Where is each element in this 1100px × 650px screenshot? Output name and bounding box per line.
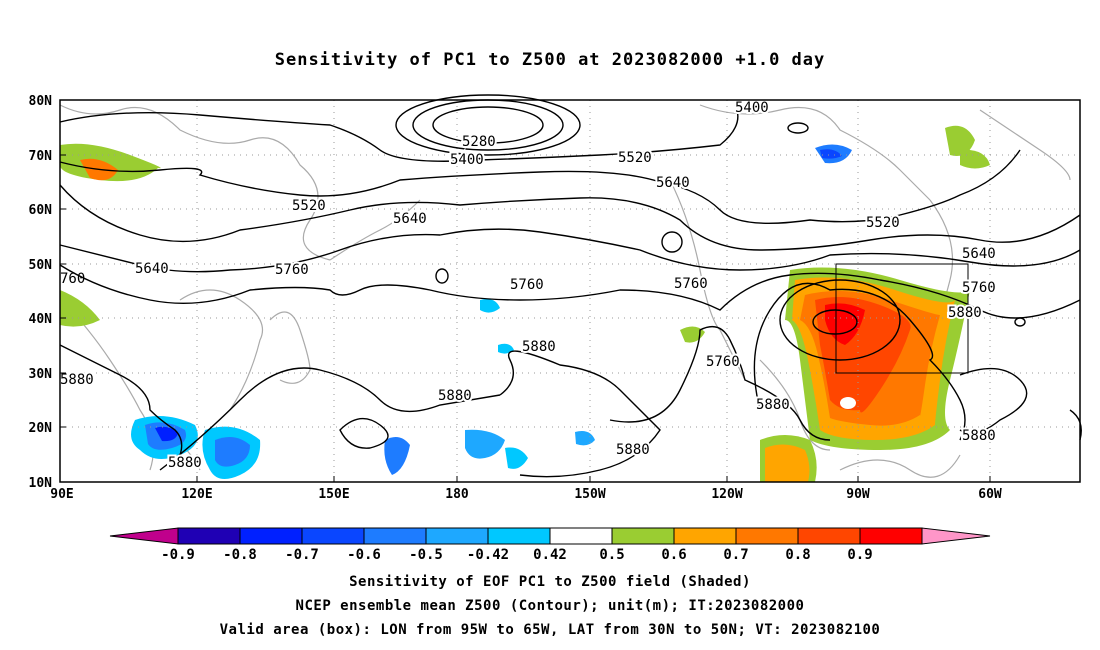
longitude-labels: 90E 120E 150E 180 150W 120W 90W 60W <box>50 487 1002 502</box>
colorbar-cell <box>239 527 303 545</box>
lat-label-60n: 60N <box>29 203 53 218</box>
contour-label: 5760 <box>962 280 996 296</box>
lat-label-80n: 80N <box>29 94 53 109</box>
contour-label: 5760 <box>674 276 708 292</box>
colorbar-label: 0.6 <box>661 547 686 563</box>
colorbar-label: 0.9 <box>847 547 872 563</box>
contour-label: 760 <box>60 271 85 287</box>
contour-label: 5520 <box>618 150 652 166</box>
colorbar-label: -0.42 <box>467 547 509 563</box>
colorbar-cell <box>611 527 675 545</box>
lon-label-120e: 120E <box>181 487 212 502</box>
colorbar-cell <box>487 527 551 545</box>
contour-label: 5520 <box>866 215 900 231</box>
tick-marks <box>60 99 991 482</box>
contour-label: 5400 <box>450 152 484 168</box>
colorbar-label: -0.6 <box>347 547 381 563</box>
contour-label: 5880 <box>60 372 94 388</box>
contour-label: 5760 <box>510 277 544 293</box>
lon-label-120w: 120W <box>711 487 742 502</box>
colorbar-label: 0.42 <box>533 547 567 563</box>
caption-shaded: Sensitivity of EOF PC1 to Z500 field (Sh… <box>349 574 751 590</box>
contour-label: 5880 <box>522 339 556 355</box>
map-title: Sensitivity of PC1 to Z500 at 2023082000… <box>274 50 826 70</box>
lat-label-10n: 10N <box>29 476 53 491</box>
lon-label-90w: 90W <box>846 487 870 502</box>
colorbar-arrow-high <box>921 527 991 545</box>
contour-label: 5880 <box>756 397 790 413</box>
contour-label: 5760 <box>706 354 740 370</box>
colorbar-cell <box>177 527 241 545</box>
lon-label-150e: 150E <box>318 487 349 502</box>
lat-label-70n: 70N <box>29 149 53 164</box>
contour-label: 5880 <box>168 455 202 471</box>
sensitivity-shading <box>60 125 990 482</box>
lon-label-90e: 90E <box>50 487 73 502</box>
colorbar-label: -0.5 <box>409 547 443 563</box>
colorbar-label: -0.7 <box>285 547 319 563</box>
caption-contour: NCEP ensemble mean Z500 (Contour); unit(… <box>295 598 805 614</box>
contour-label: 5400 <box>735 100 769 116</box>
lon-label-60w: 60W <box>978 487 1002 502</box>
colorbar-label: 0.7 <box>723 547 748 563</box>
lon-label-180: 180 <box>445 487 469 502</box>
caption-valid-area: Valid area (box): LON from 95W to 65W, L… <box>219 622 881 638</box>
lat-label-50n: 50N <box>29 258 53 273</box>
contour-label: 5880 <box>616 442 650 458</box>
contour-label: 5640 <box>962 246 996 262</box>
lon-label-150w: 150W <box>574 487 605 502</box>
colorbar-label: 0.8 <box>785 547 810 563</box>
colorbar-cell <box>363 527 427 545</box>
colorbar-cell <box>301 527 365 545</box>
contour-label: 5640 <box>656 175 690 191</box>
colorbar-cell <box>859 527 923 545</box>
contour-label: 5280 <box>462 134 496 150</box>
colorbar: -0.9 -0.8 -0.7 -0.6 -0.5 -0.42 0.42 0.5 0.6 0.7 0.… <box>109 527 991 563</box>
contour-label: 5880 <box>962 428 996 444</box>
contour-label: 5760 <box>275 262 309 278</box>
z500-contours <box>59 94 1082 478</box>
lat-lon-grid <box>60 100 1080 482</box>
colorbar-cell <box>673 527 737 545</box>
valid-area-box <box>835 263 969 374</box>
colorbar-cell <box>425 527 489 545</box>
contour-label: 5640 <box>393 211 427 227</box>
colorbar-label: -0.8 <box>223 547 257 563</box>
contour-label: 5880 <box>438 388 472 404</box>
colorbar-cell <box>735 527 799 545</box>
colorbar-cell <box>797 527 861 545</box>
contour-labels: 5280 5400 5400 5520 5520 5520 5640 5640 … <box>58 98 998 473</box>
lat-label-40n: 40N <box>29 312 53 327</box>
latitude-labels: 80N 70N 60N 50N 40N 30N 20N 10N <box>29 94 53 491</box>
colorbar-label: -0.9 <box>161 547 195 563</box>
map-frame <box>59 99 1081 483</box>
lat-label-30n: 30N <box>29 367 53 382</box>
contour-label: 5520 <box>292 198 326 214</box>
colorbar-cell <box>549 527 613 545</box>
contour-label: 5640 <box>135 261 169 277</box>
colorbar-arrow-low <box>109 527 179 545</box>
colorbar-label: 0.5 <box>599 547 624 563</box>
lat-label-20n: 20N <box>29 421 53 436</box>
contour-label: 5880 <box>948 305 982 321</box>
